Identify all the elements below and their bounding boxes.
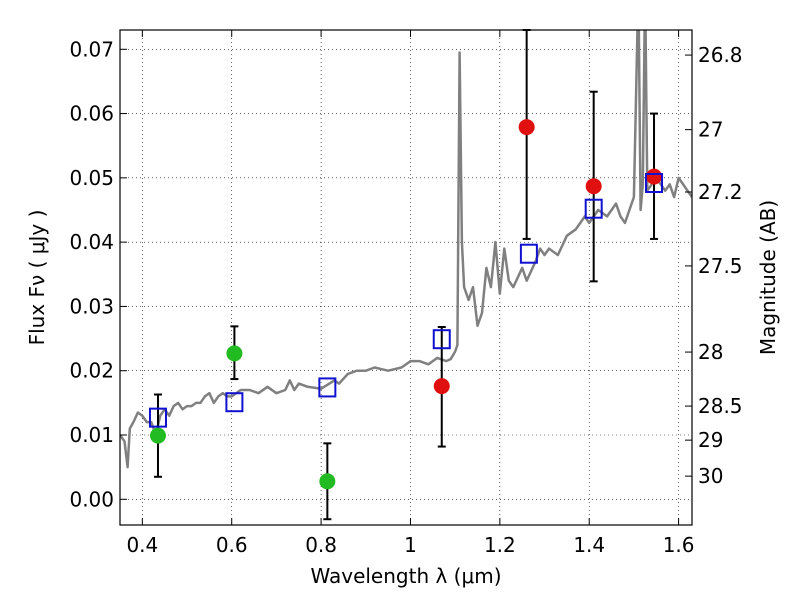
axis-ticks: 0.4 0.6 0.8 1 1.2 1.4 1.6 0.00 0.01 0.02 0.03 0.04 0…	[69, 30, 743, 557]
y-tick-label: 0.04	[69, 230, 114, 254]
model-photometry-square	[645, 173, 664, 193]
x-tick-label: 1.4	[573, 533, 605, 557]
right-tick-label: 27.5	[698, 254, 743, 278]
x-tick-label: 0.6	[216, 533, 248, 557]
right-tick-label: 26.8	[698, 43, 743, 67]
red-data-point	[518, 119, 535, 136]
y-tick-label: 0.02	[69, 359, 114, 383]
green-data-point	[149, 427, 166, 444]
y-tick-label: 0.03	[69, 294, 114, 318]
right-tick-label: 30	[698, 464, 723, 488]
right-tick-label: 28	[698, 340, 723, 364]
right-tick-label: 28.5	[698, 394, 743, 418]
grid	[120, 30, 692, 525]
model-spectrum-line	[120, 30, 692, 469]
right-tick-label: 27	[698, 118, 723, 142]
model-photometry-square	[432, 329, 451, 350]
model-photometry-square	[519, 243, 538, 264]
x-tick-label: 0.4	[126, 533, 158, 557]
x-tick-label: 0.8	[305, 533, 337, 557]
y-tick-label: 0.01	[69, 423, 114, 447]
y-axis-label: Flux Fν ( μJy )	[25, 210, 49, 346]
x-tick-label: 1.2	[484, 533, 516, 557]
x-tick-label: 1	[404, 533, 417, 557]
model-photometry-square	[584, 198, 603, 219]
data-points	[148, 29, 664, 521]
red-data-point	[433, 378, 450, 395]
right-tick-label: 27.2	[698, 180, 743, 204]
green-data-point	[319, 473, 336, 490]
model-photometry-square	[148, 407, 167, 428]
x-axis-label: Wavelength λ (μm)	[310, 564, 501, 588]
y-tick-label: 0.05	[69, 166, 114, 190]
y-tick-label: 0.00	[69, 487, 114, 511]
green-data-point	[226, 345, 243, 362]
red-data-point	[646, 168, 663, 185]
y-tick-label: 0.06	[69, 102, 114, 126]
model-spectrum	[120, 30, 692, 469]
plot-frame	[119, 29, 693, 526]
red-data-point	[585, 178, 602, 195]
x-tick-label: 1.6	[663, 533, 695, 557]
right-axis-label: Magnitude (AB)	[756, 200, 780, 355]
model-photometry-square	[318, 377, 337, 398]
y-tick-label: 0.07	[69, 37, 114, 61]
right-tick-label: 29	[698, 428, 723, 452]
model-photometry-square	[225, 392, 244, 413]
